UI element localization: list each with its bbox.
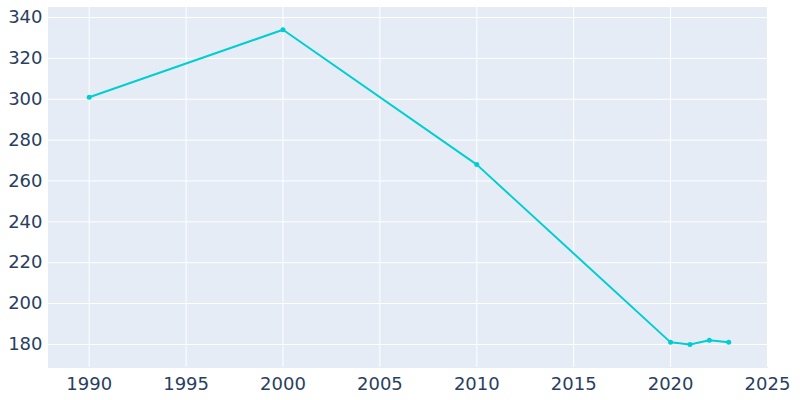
svg-text:2000: 2000	[260, 373, 306, 394]
svg-text:260: 260	[8, 170, 42, 191]
svg-text:320: 320	[8, 47, 42, 68]
svg-text:1995: 1995	[163, 373, 209, 394]
svg-text:2010: 2010	[454, 373, 500, 394]
svg-text:2020: 2020	[648, 373, 694, 394]
svg-text:1990: 1990	[66, 373, 112, 394]
svg-text:240: 240	[8, 211, 42, 232]
svg-text:2015: 2015	[551, 373, 597, 394]
svg-text:300: 300	[8, 88, 42, 109]
svg-text:200: 200	[8, 292, 42, 313]
svg-text:2025: 2025	[745, 373, 791, 394]
svg-text:280: 280	[8, 129, 42, 150]
svg-text:340: 340	[8, 6, 42, 27]
svg-text:2005: 2005	[357, 373, 403, 394]
svg-text:180: 180	[8, 333, 42, 354]
svg-text:220: 220	[8, 251, 42, 272]
